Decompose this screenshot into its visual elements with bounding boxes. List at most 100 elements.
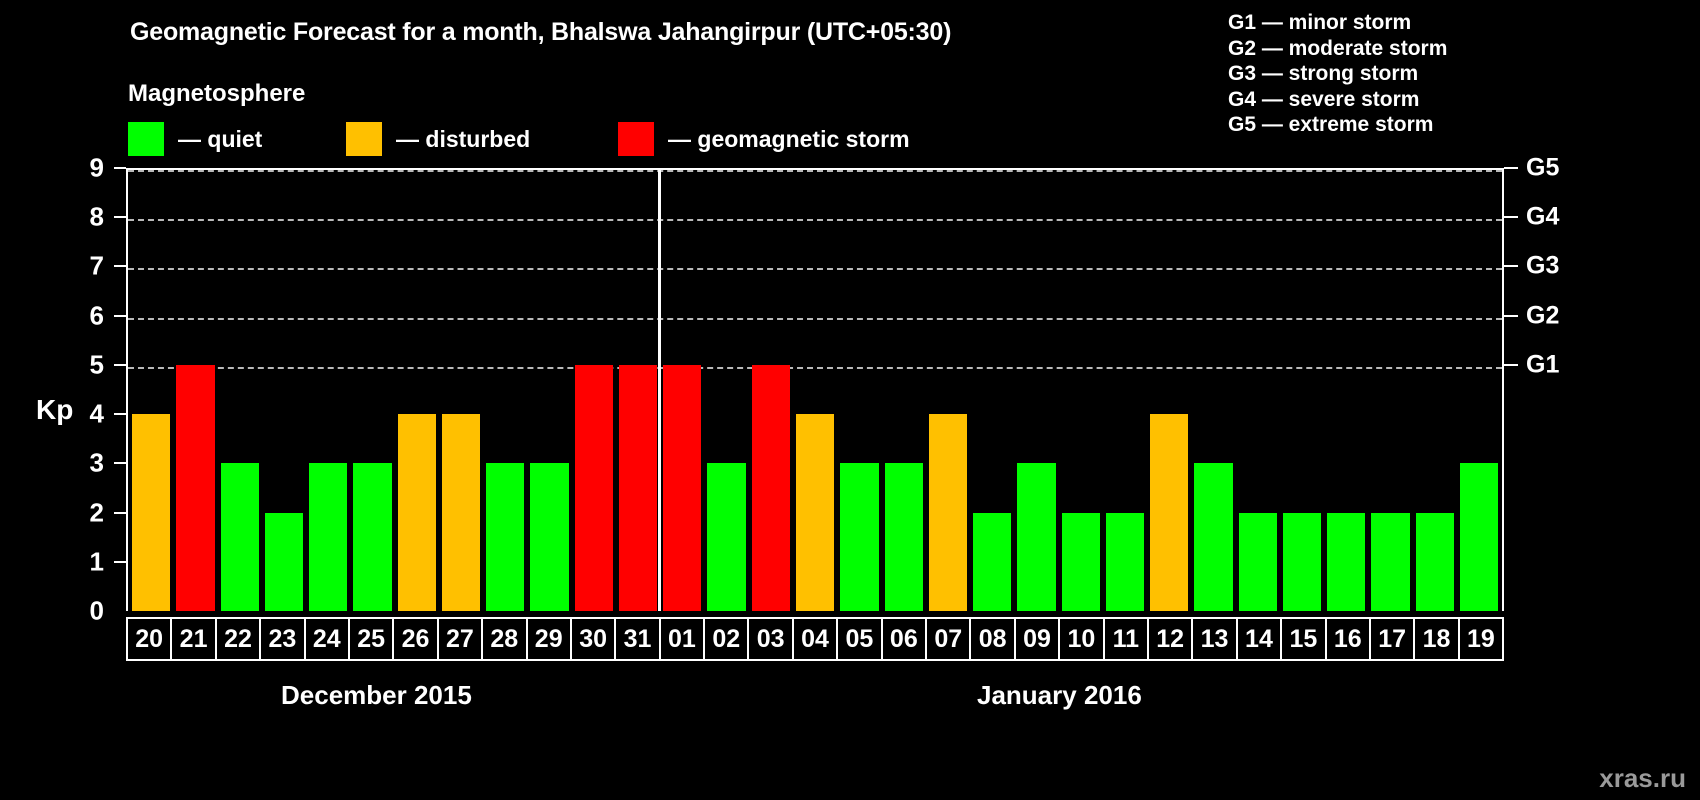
bar-day-28 [486,463,525,611]
legend-item-disturbed: — disturbed [346,122,530,156]
y-tick-mark-4 [114,413,126,416]
g-tick-label-g3: G3 [1526,251,1560,280]
month-label-january: January 2016 [977,680,1142,710]
bar-slot [926,170,970,611]
g-tick-mark-g2 [1504,314,1518,317]
y-tick-mark-7 [114,265,126,268]
date-cell-28: 28 [481,619,526,659]
date-cell-04: 04 [791,619,837,659]
bar-slot [882,170,926,611]
g-tick-mark-g3 [1504,265,1518,268]
bar-day-12 [1150,414,1189,611]
y-tick-mark-2 [114,511,126,514]
bar-slot [1147,170,1191,611]
date-cell-21: 21 [170,619,215,659]
date-cell-17: 17 [1368,619,1414,659]
bar-slot [129,170,173,611]
date-cell-30: 30 [569,619,615,659]
g-tick-mark-g5 [1504,167,1518,169]
bar-slot [660,170,704,611]
bar-slot [1059,170,1103,611]
bar-slot [395,170,439,611]
bar-slot [1280,170,1324,611]
date-cell-07: 07 [925,619,970,659]
bar-day-07 [928,414,968,611]
date-cell-06: 06 [880,619,926,659]
y-tick-label-2: 2 [89,497,104,528]
bar-slot [1014,170,1058,611]
bar-slot [837,170,881,611]
date-cell-24: 24 [303,619,348,659]
date-cell-08: 08 [969,619,1014,659]
y-tick-label-4: 4 [89,398,104,429]
y-tick-label-5: 5 [89,349,104,380]
month-label-december: December 2015 [281,680,472,710]
g-legend-row-g2: G2 — moderate storm [1228,36,1448,60]
g-tick-label-g4: G4 [1526,202,1560,231]
g-tick-mark-g1 [1504,363,1518,366]
y-tick-mark-3 [114,462,126,465]
bar-day-24 [309,463,348,611]
legend-item-quiet: — quiet [128,122,262,156]
bar-slot [262,170,306,611]
y-tick-mark-6 [114,314,126,317]
bar-slot [1236,170,1280,611]
bar-day-13 [1194,463,1233,611]
y-tick-mark-8 [114,216,126,219]
date-cell-22: 22 [214,619,260,659]
bar-slot [173,170,217,611]
bar-day-17 [1371,512,1410,611]
bar-day-19 [1459,463,1499,611]
date-cell-09: 09 [1013,619,1059,659]
bar-slot [1413,170,1457,611]
date-cell-14: 14 [1235,619,1281,659]
g-legend-row-g4: G4 — severe storm [1228,87,1420,111]
date-cell-13: 13 [1191,619,1236,659]
bar-slot [793,170,837,611]
bar-day-18 [1415,512,1454,611]
bar-slot [970,170,1014,611]
bar-slot [1103,170,1147,611]
bar-day-21 [176,364,215,611]
legend-swatch-disturbed-icon [346,122,382,156]
page-title: Geomagnetic Forecast for a month, Bhalsw… [130,18,952,46]
bar-day-23 [264,512,304,611]
bar-slot [439,170,483,611]
date-cell-31: 31 [614,619,659,659]
y-tick-mark-5 [114,363,126,366]
date-cell-27: 27 [436,619,482,659]
bar-day-29 [530,463,569,611]
bar-slot [704,170,748,611]
date-cell-29: 29 [525,619,570,659]
date-cell-02: 02 [703,619,748,659]
bar-series [128,170,1502,611]
y-axis: 0 1 2 3 4 5 6 7 8 9 [0,153,126,626]
legend-item-storm: — geomagnetic storm [618,122,910,156]
y-tick-label-0: 0 [89,595,104,626]
date-cell-15: 15 [1280,619,1325,659]
bar-day-04 [795,414,835,611]
bar-day-01 [663,364,702,611]
bar-slot [1457,170,1501,611]
y-tick-label-3: 3 [89,447,104,478]
y-tick-label-7: 7 [89,250,104,281]
bar-day-05 [840,463,879,611]
g-scale-legend: G1 — minor storm G2 — moderate storm G3 — … [1228,10,1447,138]
month-divider [658,168,662,611]
y-tick-label-9: 9 [89,152,104,183]
legend-label-disturbed: — disturbed [396,125,531,152]
bar-day-06 [884,463,923,611]
date-cell-25: 25 [347,619,393,659]
bar-day-08 [973,512,1012,611]
y-tick-mark-9 [114,167,126,169]
date-cell-05: 05 [836,619,881,659]
date-cell-12: 12 [1146,619,1192,659]
bar-day-30 [574,364,613,611]
bar-day-16 [1327,512,1366,611]
g-legend-row-g5: G5 — extreme storm [1228,113,1434,136]
g-legend-row-g1: G1 — minor storm [1228,11,1412,34]
bar-day-02 [707,463,746,611]
legend-swatch-storm-icon [618,122,654,156]
g-tick-label-g2: G2 [1526,301,1560,330]
